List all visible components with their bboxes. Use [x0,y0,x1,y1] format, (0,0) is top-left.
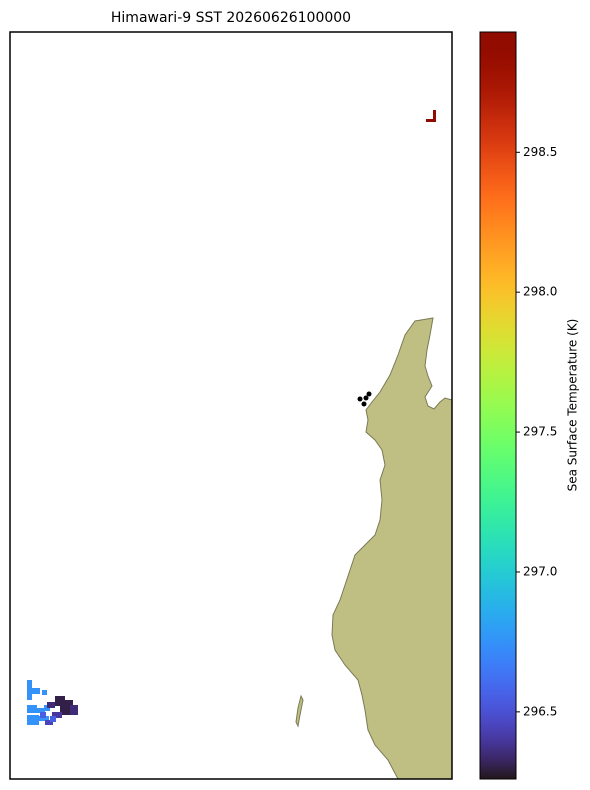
sst-cell [42,690,47,695]
sst-cell [52,712,62,718]
colorbar-tick-label: 297.0 [523,564,557,578]
colorbar-tick-label: 297.5 [523,425,557,439]
station-dot [361,401,367,407]
sst-cell [47,702,55,708]
sst-cell [50,716,56,722]
sst-cell [27,705,37,713]
map-title: Himawari-9 SST 20260626100000 [111,10,351,26]
station-dot [366,391,372,397]
sst-cell [426,119,436,122]
sst-cell [65,700,73,710]
sst-cell [55,696,65,706]
colorbar-tick-label: 296.5 [523,704,557,718]
sst-cell [40,712,46,718]
sst-cell [433,110,436,122]
station-dot [363,395,369,401]
station-dot [357,396,363,402]
map-area [27,110,453,780]
colorbar [479,31,517,780]
sst-cell [32,688,40,694]
sst-cell [39,716,49,721]
land [331,317,453,780]
map-frame [9,31,453,780]
colorbar-tick-label: 298.0 [523,285,557,299]
sst-cell [27,680,32,700]
colorbar-tick-label: 298.5 [523,145,557,159]
sst-cell [45,720,53,725]
colorbar-label: Sea Surface Temperature (K) [566,319,580,492]
island [295,694,304,728]
sst-cell [27,715,39,725]
sst-cell [37,708,45,713]
sst-cell [70,705,78,715]
